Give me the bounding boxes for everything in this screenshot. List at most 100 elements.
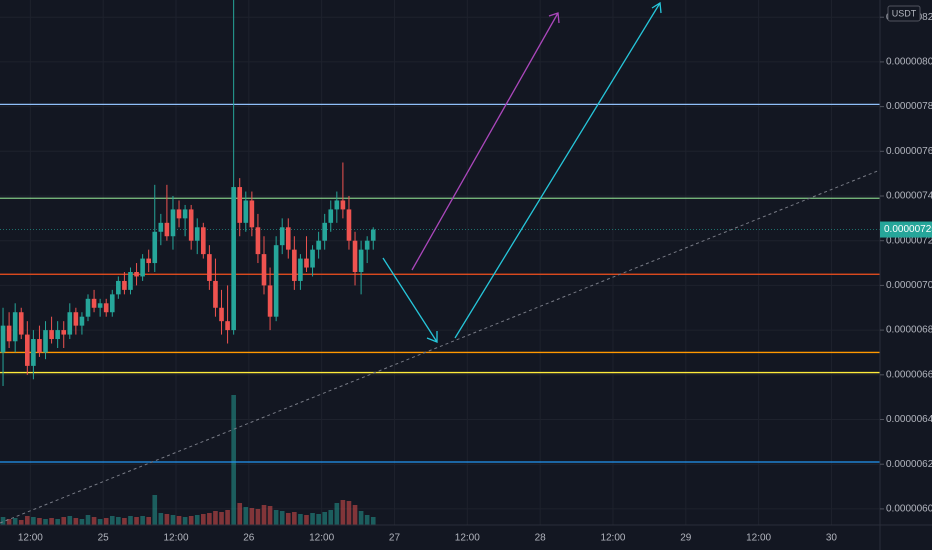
x-tick-label: 12:00 bbox=[163, 533, 188, 544]
candle-body bbox=[0, 325, 6, 353]
volume-layer bbox=[0, 395, 376, 525]
candle-body bbox=[298, 258, 303, 281]
levels-layer bbox=[0, 103, 880, 463]
candle-body bbox=[267, 285, 273, 317]
volume-bar bbox=[255, 509, 261, 525]
candle-body bbox=[79, 316, 85, 326]
volume-bar bbox=[43, 519, 48, 525]
x-tick-label: 12:00 bbox=[309, 533, 334, 544]
x-tick-label: 29 bbox=[680, 533, 692, 544]
volume-bar bbox=[370, 517, 376, 525]
x-tick-label: 25 bbox=[98, 533, 110, 544]
volume-bar bbox=[146, 517, 151, 525]
candle-body bbox=[273, 245, 279, 317]
x-tick-label: 12:00 bbox=[600, 533, 625, 544]
x-tick-label: 26 bbox=[243, 533, 255, 544]
volume-bar bbox=[267, 506, 273, 525]
candle-body bbox=[176, 209, 182, 219]
x-tick-label: 12:00 bbox=[455, 533, 480, 544]
volume-bar bbox=[316, 514, 321, 525]
candle-body bbox=[279, 227, 285, 246]
volume-bar bbox=[73, 518, 79, 525]
volume-bar bbox=[79, 519, 85, 525]
volume-bar bbox=[231, 395, 236, 525]
quote-label: USDT bbox=[892, 8, 917, 18]
arrow bbox=[411, 12, 559, 271]
volume-bar bbox=[134, 517, 139, 525]
volume-bar bbox=[103, 518, 109, 525]
volume-bar bbox=[340, 500, 346, 525]
volume-bar bbox=[261, 505, 267, 525]
candle-body bbox=[346, 209, 352, 241]
volume-bar bbox=[201, 514, 206, 525]
arrow bbox=[454, 2, 661, 339]
volume-bar bbox=[182, 517, 188, 525]
volume-bar bbox=[49, 518, 54, 525]
candle-body bbox=[97, 303, 103, 308]
drawings bbox=[382, 1, 662, 343]
volume-bar bbox=[237, 503, 243, 525]
grid bbox=[0, 0, 880, 525]
volume-bar bbox=[18, 520, 24, 525]
candle-body bbox=[134, 271, 139, 277]
candle-body bbox=[243, 200, 249, 223]
volume-bar bbox=[219, 512, 224, 525]
x-tick-label: 27 bbox=[389, 533, 401, 544]
volume-bar bbox=[273, 510, 279, 525]
candle-body bbox=[255, 227, 261, 255]
candle-body bbox=[219, 307, 224, 322]
volume-bar bbox=[243, 507, 249, 525]
volume-bar bbox=[97, 519, 103, 525]
candle-body bbox=[201, 227, 206, 255]
candle-body bbox=[334, 200, 340, 210]
candle-body bbox=[128, 271, 133, 290]
volume-bar bbox=[249, 508, 255, 525]
volume-bar bbox=[364, 515, 370, 525]
candle-body bbox=[158, 222, 164, 232]
volume-bar bbox=[292, 512, 297, 525]
candle-body bbox=[231, 187, 236, 331]
y-tick-label: 0.00000800 bbox=[886, 57, 932, 68]
volume-bar bbox=[207, 513, 212, 525]
candle-body bbox=[25, 334, 30, 366]
candle-body bbox=[170, 209, 176, 237]
volume-bar bbox=[188, 516, 194, 525]
candle-body bbox=[322, 222, 327, 241]
candle-body bbox=[12, 312, 18, 342]
volume-bar bbox=[31, 517, 36, 525]
arrow-head bbox=[548, 12, 560, 24]
candle-body bbox=[103, 303, 109, 313]
volume-bar bbox=[285, 513, 291, 525]
quote-box bbox=[887, 5, 921, 22]
volume-bar bbox=[322, 512, 327, 525]
candle-body bbox=[152, 231, 158, 264]
candle-body bbox=[358, 249, 364, 272]
candle-body bbox=[109, 294, 115, 313]
candle-body bbox=[285, 227, 291, 250]
volume-bar bbox=[334, 503, 340, 525]
candle-body bbox=[18, 312, 24, 335]
volume-bar bbox=[328, 510, 334, 525]
volume-bar bbox=[358, 511, 364, 525]
candle-body bbox=[292, 249, 297, 281]
arrow bbox=[382, 257, 438, 343]
candle-body bbox=[122, 280, 127, 290]
last-price-box bbox=[880, 221, 932, 238]
candle-body bbox=[249, 200, 255, 228]
candle-body bbox=[328, 209, 334, 223]
candle-body bbox=[85, 298, 91, 317]
candle-body bbox=[352, 240, 358, 272]
candle-body bbox=[310, 249, 315, 268]
volume-bar bbox=[176, 516, 182, 525]
